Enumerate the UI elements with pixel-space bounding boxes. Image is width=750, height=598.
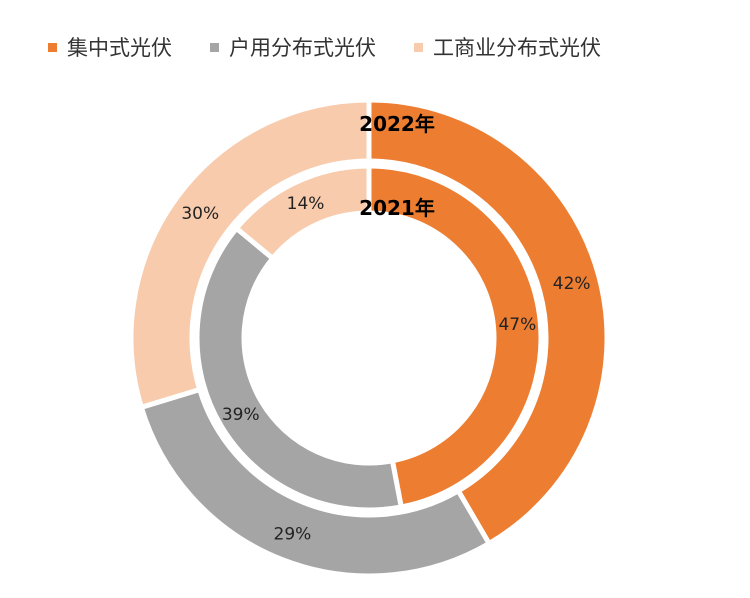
outer-slice-household bbox=[138, 386, 493, 579]
outer-pct-label-household: 29% bbox=[274, 525, 312, 545]
inner-slice-commercial bbox=[232, 163, 372, 262]
chart-legend: 集中式光伏 户用分布式光伏 工商业分布式光伏 bbox=[48, 32, 601, 62]
inner-slice-household bbox=[194, 224, 405, 513]
outer-slice-centralized bbox=[366, 97, 610, 547]
legend-swatch-commercial bbox=[414, 42, 423, 52]
inner-pct-label-household: 39% bbox=[222, 405, 260, 425]
inner-pct-label-commercial: 14% bbox=[287, 194, 325, 214]
legend-item-commercial: 工商业分布式光伏 bbox=[414, 32, 601, 62]
inner-pct-label-centralized: 47% bbox=[498, 315, 536, 335]
inner-ring-label: 2021年 bbox=[359, 196, 435, 220]
outer-pct-label-centralized: 42% bbox=[553, 274, 591, 294]
legend-swatch-centralized bbox=[48, 42, 57, 52]
legend-label-centralized: 集中式光伏 bbox=[67, 36, 172, 60]
outer-ring-2022 bbox=[128, 97, 610, 579]
legend-item-household: 户用分布式光伏 bbox=[210, 32, 376, 62]
legend-swatch-household bbox=[210, 42, 219, 52]
inner-ring-2021 bbox=[194, 163, 544, 513]
legend-label-commercial: 工商业分布式光伏 bbox=[433, 36, 601, 60]
outer-slice-commercial bbox=[128, 97, 372, 411]
legend-label-household: 户用分布式光伏 bbox=[229, 36, 376, 60]
percent-labels: 42% 29% 30% 47% 39% 14% bbox=[181, 194, 590, 544]
outer-pct-label-commercial: 30% bbox=[181, 204, 219, 224]
outer-ring-label: 2022年 bbox=[359, 112, 435, 136]
inner-slice-centralized bbox=[366, 163, 544, 510]
legend-item-centralized: 集中式光伏 bbox=[48, 32, 172, 62]
